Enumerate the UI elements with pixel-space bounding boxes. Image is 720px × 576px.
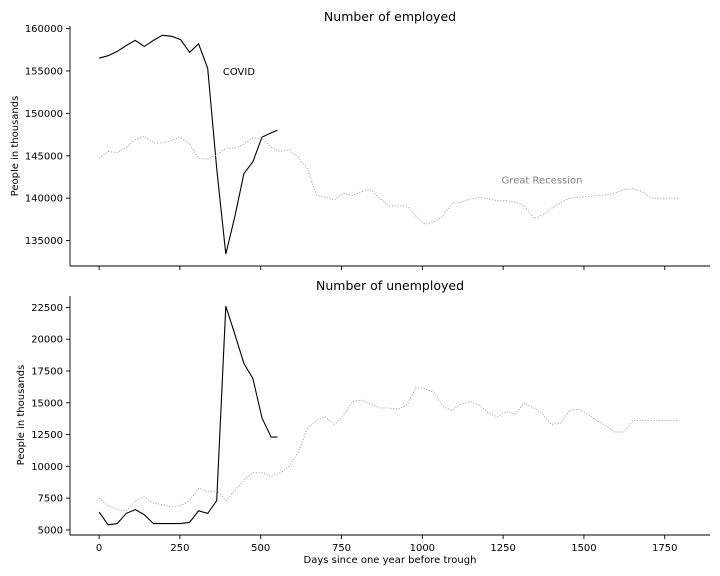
unemployed-series-great-recession-line — [98, 387, 679, 512]
unemployed-chart: Number of unemployed People in thousands… — [16, 278, 710, 566]
employed-series-covid-line — [98, 34, 278, 255]
unemployed-y-tick-label: 17500 — [31, 367, 63, 378]
x-axis-label: Days since one year before trough — [304, 555, 477, 566]
unemployed-y-tick-label: 5000 — [38, 525, 63, 536]
employed-y-tick-label: 135000 — [25, 236, 63, 247]
employed-annotation-covid: COVID — [223, 67, 255, 78]
employed-x-ticks — [98, 266, 666, 270]
unemployed-x-ticks: 0 250 500 750 1000 1250 1500 1750 — [96, 535, 677, 554]
employed-annotation-great-recession: Great Recession — [502, 175, 583, 186]
unemployed-y-tick-label: 15000 — [31, 398, 63, 409]
employed-series-group — [98, 34, 679, 255]
employed-chart: Number of employed People in thousands 1… — [10, 9, 710, 270]
unemployed-series-covid-line — [98, 306, 278, 526]
unemployed-x-tick-label: 0 — [96, 543, 102, 554]
unemployed-series-group — [98, 306, 679, 526]
unemployed-x-tick-label: 500 — [251, 543, 270, 554]
employed-chart-title: Number of employed — [324, 9, 456, 24]
unemployed-x-tick-label: 1500 — [571, 543, 596, 554]
unemployed-x-tick-label: 1000 — [410, 543, 435, 554]
employed-y-tick-label: 160000 — [25, 24, 63, 35]
employed-y-axis-label: People in thousands — [10, 96, 21, 197]
unemployed-y-ticks: 5000 7500 10000 12500 15000 17500 20000 22500 — [31, 303, 70, 536]
unemployed-y-tick-label: 7500 — [38, 494, 63, 505]
unemployed-chart-title: Number of unemployed — [316, 278, 464, 293]
employed-series-great-recession-line — [98, 135, 679, 225]
unemployed-x-tick-label: 1250 — [490, 543, 515, 554]
unemployed-y-tick-label: 22500 — [31, 303, 63, 314]
employed-y-tick-label: 150000 — [25, 109, 63, 120]
employed-y-tick-label: 155000 — [25, 66, 63, 77]
unemployed-y-tick-label: 10000 — [31, 462, 63, 473]
unemployed-y-tick-label: 12500 — [31, 430, 63, 441]
unemployed-y-tick-label: 20000 — [31, 335, 63, 346]
unemployed-y-axis-label: People in thousands — [16, 365, 27, 466]
unemployed-x-tick-label: 1750 — [652, 543, 677, 554]
employed-y-tick-label: 140000 — [25, 194, 63, 205]
employed-annotations: COVID Great Recession — [223, 67, 583, 187]
unemployed-x-tick-label: 250 — [170, 543, 189, 554]
employed-y-ticks: 135000 140000 145000 150000 155000 160000 — [25, 24, 70, 247]
employed-y-tick-label: 145000 — [25, 151, 63, 162]
unemployed-x-tick-label: 750 — [332, 543, 351, 554]
